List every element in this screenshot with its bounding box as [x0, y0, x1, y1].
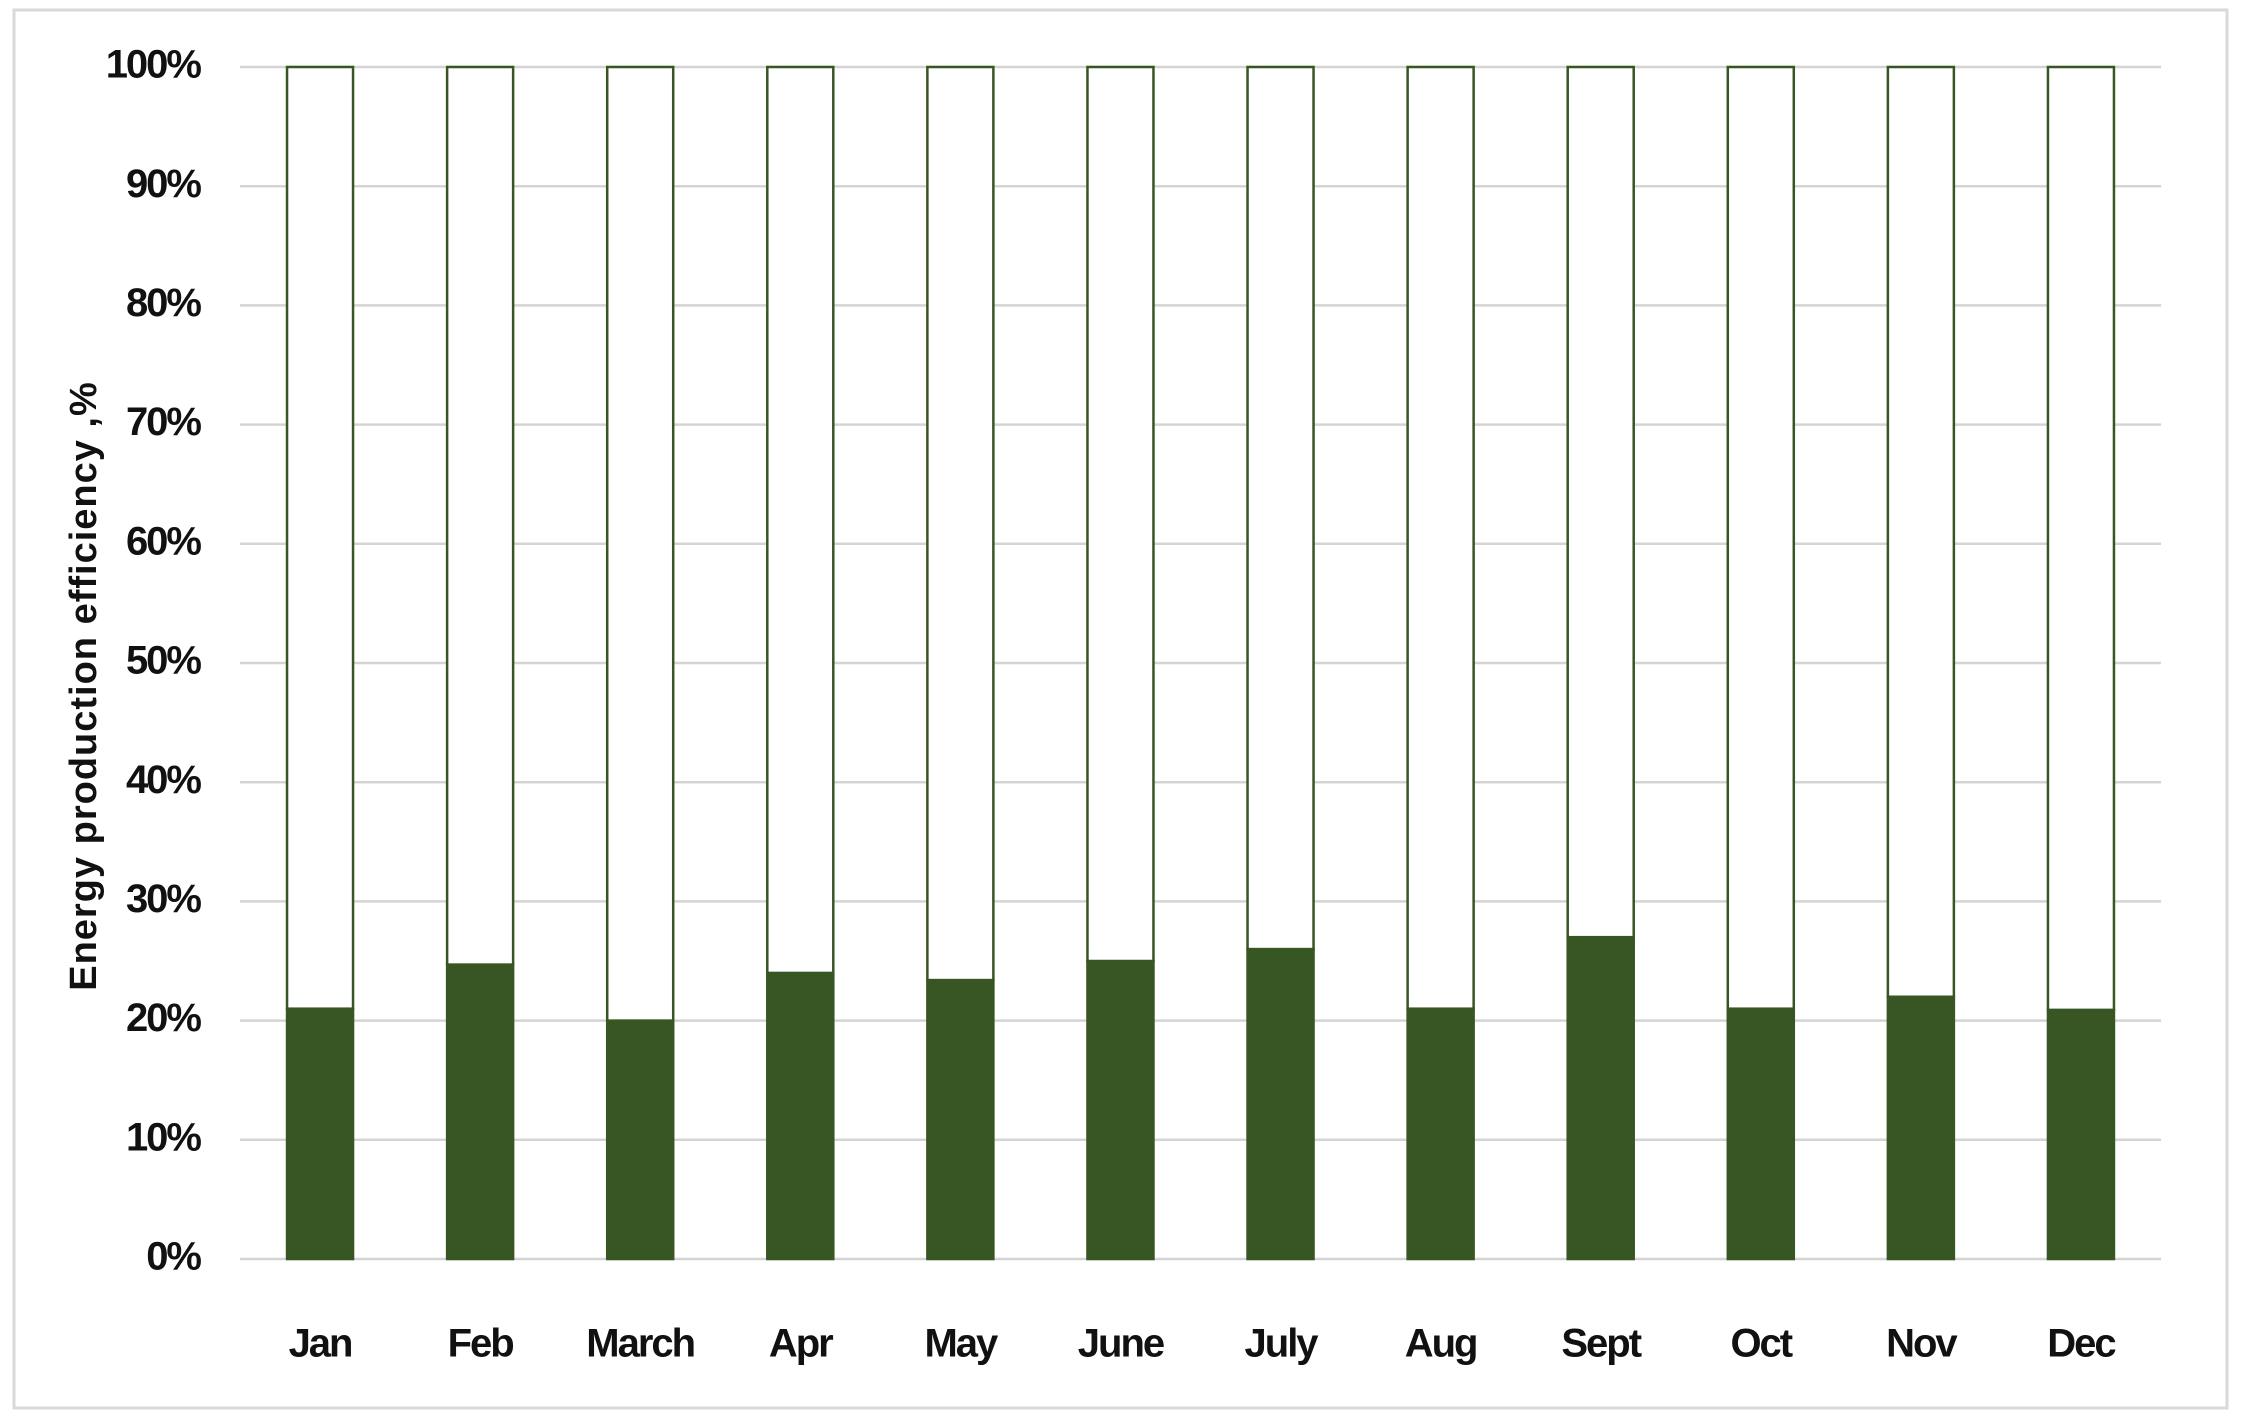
y-tick-label: 0% — [146, 1235, 201, 1279]
y-tick-label: 80% — [126, 281, 201, 325]
bar — [2046, 1008, 2116, 1261]
x-tick-label: March — [586, 1322, 694, 1366]
x-tick-label: May — [924, 1322, 999, 1366]
y-tick-label: 10% — [126, 1115, 201, 1159]
x-tick-label: Nov — [1886, 1322, 1958, 1366]
x-tick-label: Dec — [2047, 1322, 2116, 1366]
bar — [766, 65, 835, 975]
x-tick-label: June — [1078, 1322, 1164, 1366]
x-tick-label: Aug — [1405, 1322, 1477, 1366]
x-tick-label: Jan — [289, 1322, 352, 1366]
x-tick-label: Sept — [1561, 1322, 1641, 1366]
x-tick-label: Apr — [769, 1322, 833, 1366]
y-tick-label: 60% — [126, 519, 201, 563]
bar — [2046, 65, 2116, 1012]
y-axis-title: Energy production efficiency ,% — [63, 381, 105, 991]
bar — [285, 1007, 355, 1261]
bar — [1886, 65, 1956, 999]
bar — [445, 65, 515, 966]
y-tick-label: 70% — [126, 400, 201, 444]
y-tick-label: 20% — [126, 996, 201, 1040]
bar — [1726, 65, 1796, 1010]
y-tick-label: 30% — [126, 877, 201, 921]
bar — [445, 963, 515, 1261]
bar — [1246, 65, 1315, 951]
bar — [1566, 935, 1635, 1261]
bar — [605, 65, 675, 1022]
bar — [926, 978, 995, 1261]
x-tick-label: Feb — [448, 1322, 514, 1366]
bar — [1406, 1007, 1475, 1261]
x-tick-label: Oct — [1730, 1322, 1792, 1366]
x-tick-label: July — [1245, 1322, 1320, 1366]
y-tick-label: 90% — [126, 162, 201, 206]
bar — [1406, 65, 1475, 1010]
bar — [766, 971, 835, 1261]
bar — [285, 65, 355, 1010]
y-tick-label: 50% — [126, 639, 201, 683]
bar — [1246, 947, 1315, 1261]
bar — [1086, 65, 1155, 963]
bar — [605, 1019, 675, 1261]
bar — [1086, 959, 1155, 1261]
y-tick-label: 40% — [126, 758, 201, 802]
bar — [1726, 1007, 1796, 1261]
bar — [1886, 995, 1956, 1261]
bar — [926, 65, 995, 982]
bar — [1566, 65, 1635, 939]
y-tick-label: 100% — [106, 43, 202, 87]
